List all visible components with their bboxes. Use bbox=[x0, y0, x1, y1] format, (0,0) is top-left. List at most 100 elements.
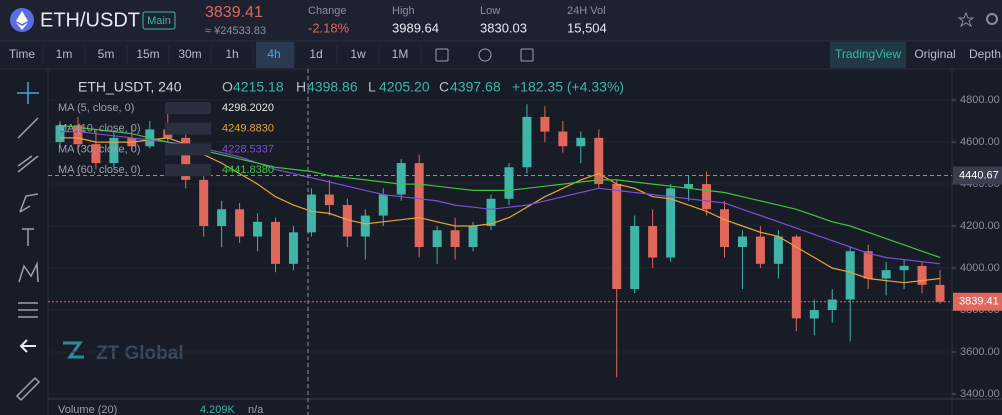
indicator-label: MA (5, close, 0) bbox=[58, 102, 134, 114]
line-tool[interactable] bbox=[17, 117, 39, 139]
view-tab[interactable]: TradingView bbox=[835, 47, 901, 61]
candle-body bbox=[73, 125, 83, 145]
y-tick-label: 4600.00 bbox=[960, 136, 1000, 148]
price-cny: ≈ ¥24533.83 bbox=[205, 25, 266, 37]
last-price-box bbox=[953, 292, 1002, 311]
candle-body bbox=[235, 209, 245, 237]
watermark-logo bbox=[63, 341, 84, 359]
y-tick-label: 4200.00 bbox=[960, 220, 1000, 232]
interval[interactable]: 1M bbox=[392, 47, 409, 61]
watermark: ZT Global bbox=[96, 343, 184, 364]
channel-tool[interactable] bbox=[17, 155, 39, 173]
candle-body bbox=[881, 270, 891, 279]
candle-body bbox=[702, 184, 712, 210]
drawing-tools bbox=[15, 82, 41, 402]
indicator-buttons[interactable] bbox=[165, 143, 211, 156]
candle-body bbox=[917, 265, 927, 285]
indicator-label: MA (60, close, 0) bbox=[58, 164, 141, 176]
candle-body bbox=[809, 310, 819, 319]
indicator-value: 4249.8830 bbox=[222, 123, 274, 135]
ruler-tool[interactable] bbox=[15, 376, 41, 402]
candle-body bbox=[863, 251, 873, 279]
indicator-value: 4228.5337 bbox=[222, 143, 274, 155]
toolbar-icon[interactable] bbox=[478, 48, 492, 62]
candle-body bbox=[899, 265, 909, 271]
candle-body bbox=[540, 116, 550, 132]
candle-body bbox=[414, 163, 424, 248]
candle-body bbox=[935, 284, 945, 302]
candle-body bbox=[666, 188, 676, 258]
active-view bbox=[830, 42, 906, 68]
toolbar-icon[interactable] bbox=[520, 48, 534, 62]
back-tool[interactable] bbox=[19, 339, 36, 353]
legend-change: +182.35 (+4.33%) bbox=[512, 79, 624, 95]
last-price-label: 3839.41 bbox=[959, 296, 999, 308]
indicator-value: 4298.2020 bbox=[222, 102, 274, 114]
candle-body bbox=[396, 163, 406, 195]
stat-label: 24H Vol bbox=[567, 5, 606, 17]
candle-body bbox=[630, 226, 640, 290]
star-icon[interactable] bbox=[957, 11, 975, 28]
pattern-tool[interactable] bbox=[18, 261, 39, 283]
candle-body bbox=[253, 221, 263, 237]
indicator-value: 4441.8380 bbox=[222, 164, 274, 176]
view-tab[interactable]: Original bbox=[914, 47, 955, 61]
y-tick-label: 3400.00 bbox=[960, 388, 1000, 400]
stat-value: -2.18% bbox=[308, 20, 350, 35]
interval[interactable]: 1d bbox=[309, 47, 322, 61]
interval[interactable]: 1h bbox=[225, 47, 238, 61]
y-tick-label: 3600.00 bbox=[960, 346, 1000, 358]
settings-icon[interactable] bbox=[986, 13, 998, 25]
indicator-buttons[interactable] bbox=[165, 164, 211, 177]
candle-body bbox=[199, 179, 209, 227]
candle-body bbox=[306, 194, 316, 233]
last-price: 3839.41 bbox=[205, 4, 263, 21]
candle-body bbox=[558, 131, 568, 147]
volume-extra: n/a bbox=[248, 404, 264, 415]
stat-label: Low bbox=[480, 5, 500, 17]
interval[interactable]: Time bbox=[9, 47, 36, 61]
active-interval bbox=[256, 42, 294, 68]
toolbar-icon[interactable] bbox=[435, 48, 449, 62]
candle-body bbox=[324, 194, 334, 206]
stat-value: 3830.03 bbox=[480, 20, 527, 35]
y-tick-label: 4000.00 bbox=[960, 262, 1000, 274]
candle-body bbox=[684, 184, 694, 189]
candle-body bbox=[432, 230, 442, 248]
interval[interactable]: 4h bbox=[267, 47, 280, 61]
interval[interactable]: 1m bbox=[56, 47, 73, 61]
crosshair-tool[interactable] bbox=[17, 82, 39, 104]
volume-value: 4.209K bbox=[200, 404, 236, 415]
candle-body bbox=[773, 236, 783, 264]
candle-body bbox=[55, 125, 65, 143]
header-icons bbox=[957, 11, 998, 28]
candle-body bbox=[648, 226, 658, 258]
pair: ETH/USDT bbox=[40, 9, 140, 31]
ohlc-key: H bbox=[296, 79, 306, 95]
interval[interactable]: 15m bbox=[136, 47, 159, 61]
ohlc-key: C bbox=[439, 79, 449, 95]
text-tool[interactable] bbox=[22, 228, 34, 246]
fib-tool[interactable] bbox=[18, 302, 38, 318]
interval[interactable]: 5m bbox=[98, 47, 115, 61]
badge-box bbox=[142, 11, 176, 30]
interval[interactable]: 1w bbox=[350, 47, 366, 61]
stat-value: 15,504 bbox=[567, 20, 607, 35]
y-tick-label: 4800.00 bbox=[960, 94, 1000, 106]
candle-body bbox=[612, 184, 622, 290]
candle-body bbox=[576, 137, 586, 147]
candle-body bbox=[450, 230, 460, 248]
candle-body bbox=[522, 116, 532, 168]
candle-body bbox=[486, 198, 496, 227]
indicator-buttons[interactable] bbox=[165, 122, 211, 135]
indicator-buttons[interactable] bbox=[165, 102, 211, 114]
candle-body bbox=[791, 236, 801, 319]
candle-body bbox=[468, 226, 478, 248]
view-tab[interactable]: Depth bbox=[969, 47, 1001, 61]
ohlc-key: O bbox=[222, 79, 233, 95]
interval[interactable]: 30m bbox=[178, 47, 201, 61]
brush-tool[interactable] bbox=[19, 193, 39, 213]
candle-body bbox=[217, 209, 227, 227]
indicator-label: MA (30, close, 0) bbox=[58, 143, 141, 155]
